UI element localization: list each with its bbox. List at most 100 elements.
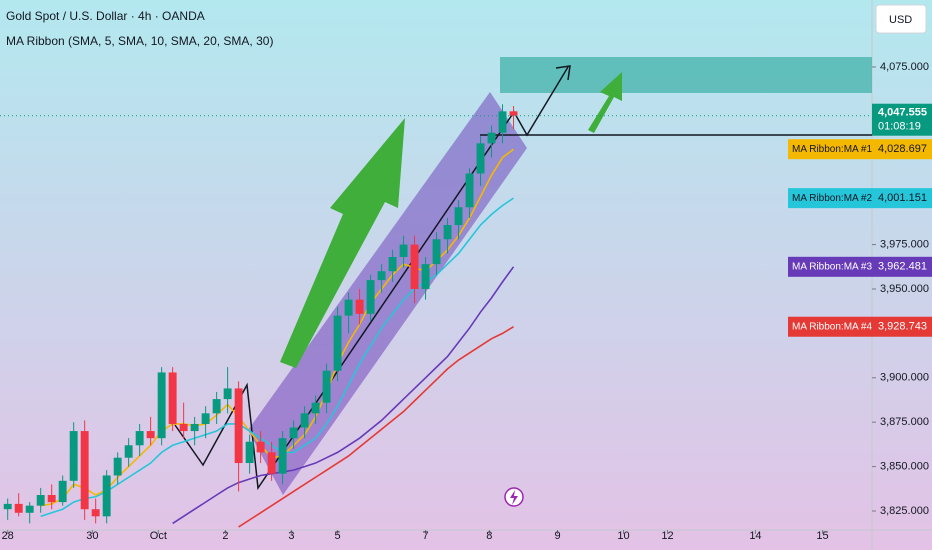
ma-value: 4,001.151 [878,192,927,204]
ma-line [172,266,515,525]
candle-body [102,475,111,517]
ma-name: MA Ribbon:MA #4 [792,321,872,332]
candle-body [355,299,364,314]
candle-body [509,111,518,116]
candle-body [36,495,45,506]
candle-body [146,431,155,439]
candle-body [190,423,199,432]
candle-body [157,372,166,439]
candle-body [377,271,386,281]
candle-body [14,503,23,513]
x-tick-label: 3 [288,530,294,542]
candle-body [3,503,12,510]
candle-body [256,441,265,453]
ma-value: 3,928.743 [878,321,927,333]
candle-body [366,280,375,314]
candle-body [124,445,133,458]
channel [248,92,527,495]
candle-body [179,423,188,432]
ma-name-tag [788,139,872,160]
currency-label[interactable]: USD [889,14,912,26]
marks [3,104,518,528]
candle-body [234,388,243,464]
candle-body [58,480,67,503]
ma-value-tag [872,188,932,209]
candle-body [454,207,463,226]
drawings [174,57,872,507]
candle-body [289,427,298,439]
x-tick-label: Oct [150,530,167,542]
event-icon-bolt [510,490,518,505]
candle-body [388,257,397,272]
candle-body [278,438,287,474]
x-tick-label: 8 [486,530,492,542]
candle-body [465,173,474,208]
ma-name-tag [788,316,872,337]
candle-body [91,509,100,517]
ma-value-tag [872,256,932,277]
candle-body [432,239,441,265]
arrow-head [555,65,571,81]
candle-body [201,413,210,424]
ma-line [40,197,514,518]
ma-name: MA Ribbon:MA #1 [792,144,872,155]
ma-value-tag [872,316,932,337]
y-tick-label: 3,825.000 [880,505,929,517]
x-tick-label: 15 [816,530,828,542]
candle-body [267,452,276,474]
candle-body [80,431,89,510]
ma-value: 4,028.697 [878,143,927,155]
candle-body [344,299,353,316]
x-tick-label: 12 [661,530,673,542]
candle-body [333,315,342,371]
ma-name-tag [788,256,872,277]
candle-body [498,111,507,133]
candle-body [212,399,221,414]
candle-body [135,431,144,446]
y-tick-label: 3,950.000 [880,283,929,295]
candle-body [245,441,254,464]
candle-body [113,457,122,476]
candle-body [421,264,430,289]
candle-body [476,143,485,174]
x-tick-label: 7 [422,530,428,542]
ma-line [238,326,514,528]
y-tick-label: 4,075.000 [880,61,929,73]
last-price-label: 4,047.555 [878,107,927,119]
trend-arrow [280,118,405,368]
target-zone [500,57,872,93]
ma-value: 3,962.481 [878,261,927,273]
x-tick-label: 14 [749,530,761,542]
ma-name: MA Ribbon:MA #2 [792,193,872,204]
candle-body [69,431,78,481]
last-price-tag [872,103,932,136]
indicator-label: MA Ribbon (SMA, 5, SMA, 10, SMA, 20, SMA… [6,34,273,48]
candle-body [399,244,408,258]
currency-button[interactable] [875,4,927,34]
candle-body [311,402,320,414]
countdown-label: 01:08:19 [878,121,921,133]
ma-value-tag [872,139,932,160]
x-tick-label: 10 [617,530,629,542]
trend-arrow-small [588,72,622,133]
y-tick-label: 3,850.000 [880,460,929,472]
candle-body [322,370,331,403]
x-tick-label: 2 [222,530,228,542]
y-tick-label: 3,875.000 [880,416,929,428]
candle-body [223,388,232,400]
x-tick-label: 9 [554,530,560,542]
candle-body [300,413,309,428]
candle-body [168,372,177,424]
ma-name-tag [788,188,872,209]
chart-title: Gold Spot / U.S. Dollar · 4h · OANDA [6,9,205,23]
y-tick-label: 3,900.000 [880,372,929,384]
ma-name: MA Ribbon:MA #3 [792,261,872,272]
candle-body [487,132,496,144]
x-tick-label: 5 [335,530,341,542]
candle-body [47,495,56,503]
candle-body [443,225,452,240]
y-tick-label: 3,975.000 [880,238,929,250]
x-tick-label: 28 [2,530,14,542]
